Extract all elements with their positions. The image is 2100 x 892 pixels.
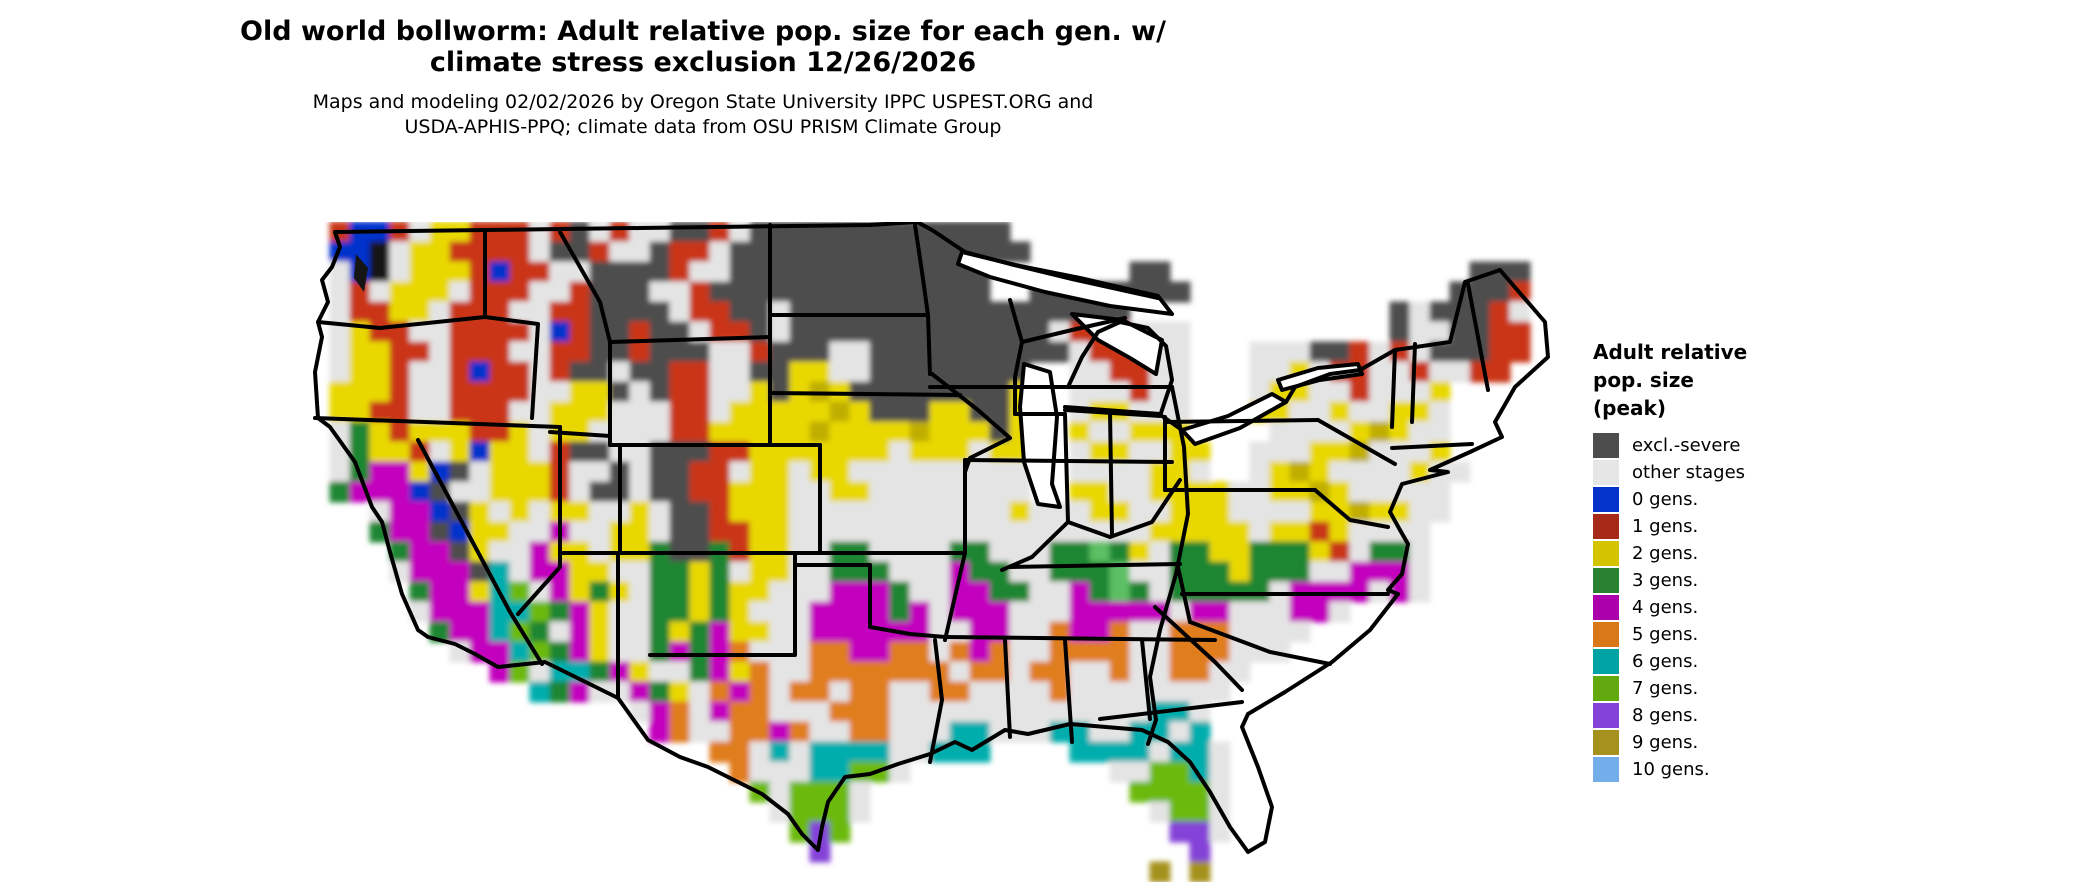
legend-item: 2 gens. [1593, 540, 1833, 566]
border-ky-tn [1008, 562, 1182, 569]
legend-item: 3 gens. [1593, 567, 1833, 593]
legend-label: other stages [1632, 461, 1746, 483]
great-lakes-layer [956, 250, 1364, 509]
map-subtitle-line1: Maps and modeling 02/02/2026 by Oregon S… [312, 91, 1094, 113]
border-ny-vt [1390, 348, 1397, 429]
border-tx-ok-red-river [868, 563, 947, 639]
border-tx-nm [648, 563, 872, 657]
legend-label: 10 gens. [1632, 758, 1710, 780]
legend-item: 1 gens. [1593, 513, 1833, 539]
legend-item: 5 gens. [1593, 621, 1833, 647]
border-tn-al-ar-la [943, 635, 1217, 642]
us-map [310, 220, 1550, 883]
border-potomac [1313, 488, 1390, 529]
border-mi-south [1063, 405, 1162, 416]
border-id-mt [558, 230, 772, 344]
border-pa-ny [1163, 418, 1320, 424]
map-title: Old world bollworm: Adult relative pop. … [0, 16, 1406, 78]
border-ohio-river [1066, 478, 1182, 539]
legend-label: 3 gens. [1632, 569, 1699, 591]
legend-title-line2: pop. size [1593, 368, 1694, 392]
border-missouri-river [930, 372, 1012, 474]
border-il-in [1063, 412, 1070, 524]
legend-label: 2 gens. [1632, 542, 1699, 564]
legend-item: 6 gens. [1593, 648, 1833, 674]
legend-label: 8 gens. [1632, 704, 1699, 726]
legend-title-line1: Adult relative [1593, 340, 1748, 364]
niagara-connector [1284, 385, 1297, 404]
border-ny-nj [1316, 418, 1397, 466]
map-subtitle: Maps and modeling 02/02/2026 by Oregon S… [0, 90, 1406, 140]
border-wa-or [316, 315, 487, 330]
border-wi-mi [1020, 316, 1127, 344]
legend: Adult relative pop. size (peak) excl.-se… [1593, 338, 1833, 783]
border-sd-ne [768, 391, 962, 397]
legend-label: 1 gens. [1632, 515, 1699, 537]
national-outline [313, 220, 1550, 854]
legend-swatch [1593, 702, 1619, 728]
legend-label: 9 gens. [1632, 731, 1699, 753]
legend-items: excl.-severe other stages 0 gens. 1 gens. 2 … [1593, 432, 1833, 782]
legend-swatch [1593, 648, 1619, 674]
legend-label: excl.-severe [1632, 434, 1741, 456]
legend-item: 9 gens. [1593, 729, 1833, 755]
us-map-raster [313, 220, 1550, 883]
legend-label: 0 gens. [1632, 488, 1699, 510]
legend-swatch [1593, 513, 1619, 539]
legend-item: 4 gens. [1593, 594, 1833, 620]
border-in-oh [1108, 410, 1114, 537]
border-ms-al [1063, 638, 1074, 744]
border-la-ms [1003, 638, 1012, 739]
map-subtitle-line2: USDA-APHIS-PPQ; climate data from OSU PR… [404, 116, 1002, 138]
michigan-mitten [1063, 320, 1174, 418]
raster-grid-layer [329, 221, 1531, 883]
border-al-ga [1140, 638, 1152, 721]
legend-item: other stages [1593, 459, 1833, 485]
border-nd-mn [913, 223, 932, 376]
legend-swatch [1593, 459, 1619, 485]
border-tx-la [928, 638, 944, 764]
border-ks-mo-ok-ar [943, 458, 967, 642]
border-ga-sc [1153, 605, 1244, 692]
border-ca-nv [416, 438, 544, 666]
border-42n [313, 416, 562, 429]
map-title-line1: Old world bollworm: Adult relative pop. … [240, 16, 1166, 47]
legend-item: 10 gens. [1593, 756, 1833, 782]
legend-label: 5 gens. [1632, 623, 1699, 645]
legend-swatch [1593, 756, 1619, 782]
state-borders-layer [313, 220, 1550, 854]
legend-label: 7 gens. [1632, 677, 1699, 699]
legend-item: 7 gens. [1593, 675, 1833, 701]
legend-item: 8 gens. [1593, 702, 1833, 728]
legend-swatch [1593, 432, 1619, 458]
legend-item: excl.-severe [1593, 432, 1833, 458]
legend-label: 6 gens. [1632, 650, 1699, 672]
border-ga-fl [1098, 700, 1244, 721]
legend-swatch [1593, 540, 1619, 566]
legend-swatch [1593, 594, 1619, 620]
border-nh-me [1466, 282, 1490, 392]
map-title-line2: climate stress exclusion 12/26/2026 [429, 47, 977, 78]
legend-label: 4 gens. [1632, 596, 1699, 618]
legend-item: 0 gens. [1593, 486, 1833, 512]
border-ma-south [1390, 442, 1474, 450]
border-nv-ut-az [516, 425, 562, 616]
border-vt-nh [1410, 342, 1417, 424]
legend-swatch [1593, 486, 1619, 512]
toledo-connector [1160, 414, 1184, 432]
legend-swatch [1593, 729, 1619, 755]
legend-swatch [1593, 675, 1619, 701]
legend-title-line3: (peak) [1593, 396, 1666, 420]
border-tn-nc [1176, 565, 1192, 624]
border-or-id [483, 315, 540, 420]
puget-sound [354, 254, 368, 292]
border-il-south [1000, 520, 1070, 572]
border-nc-sc [1188, 620, 1332, 666]
border-ia-mo [963, 458, 1174, 464]
border-ut-id [548, 430, 612, 438]
legend-swatch [1593, 621, 1619, 647]
border-mn-wi [1008, 298, 1024, 416]
legend-swatch [1593, 567, 1619, 593]
